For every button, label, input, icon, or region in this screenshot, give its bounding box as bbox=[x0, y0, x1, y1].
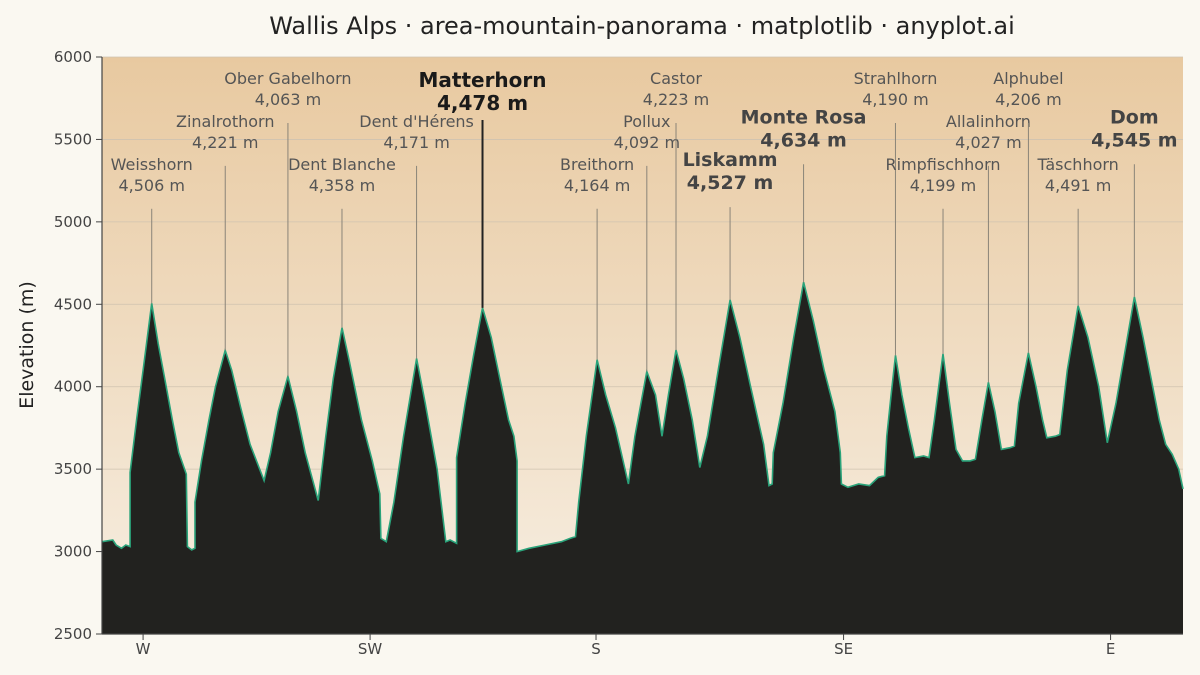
peak-elevation-label: 4,358 m bbox=[309, 176, 375, 195]
peak-annotation: 4,190 m Strahlhorn bbox=[854, 69, 938, 356]
peak-elevation-label: 4,506 m bbox=[118, 176, 184, 195]
x-tick-label: SW bbox=[358, 640, 383, 658]
peak-elevation-label: 4,634 m bbox=[760, 129, 847, 151]
peak-elevation-label: 4,063 m bbox=[255, 90, 321, 109]
peak-name-label: Breithorn bbox=[560, 155, 634, 174]
peak-annotation: 4,199 m Rimpfischhorn bbox=[886, 155, 1001, 354]
y-tick-label: 6000 bbox=[54, 48, 92, 66]
peak-annotation: 4,358 m Dent Blanche bbox=[288, 155, 396, 328]
peak-name-label: Zinalrothorn bbox=[176, 112, 274, 131]
peak-name-label: Pollux bbox=[623, 112, 670, 131]
peak-name-label: Weisshorn bbox=[111, 155, 193, 174]
peak-elevation-label: 4,027 m bbox=[955, 133, 1021, 152]
x-tick-label: S bbox=[591, 640, 601, 658]
peak-name-label: Dent Blanche bbox=[288, 155, 396, 174]
x-tick-label: W bbox=[136, 640, 151, 658]
peak-elevation-label: 4,491 m bbox=[1045, 176, 1111, 195]
peak-name-label: Monte Rosa bbox=[741, 106, 867, 128]
peak-elevation-label: 4,527 m bbox=[687, 172, 774, 194]
peak-annotation: 4,506 m Weisshorn bbox=[111, 155, 193, 304]
peak-annotation: 4,491 m Täschhorn bbox=[1036, 155, 1119, 306]
peak-elevation-label: 4,478 m bbox=[437, 91, 528, 115]
peak-elevation-label: 4,171 m bbox=[383, 133, 449, 152]
chart-title: Wallis Alps · area-mountain-panorama · m… bbox=[269, 12, 1015, 40]
peak-elevation-label: 4,190 m bbox=[862, 90, 928, 109]
peak-annotation: 4,223 m Castor bbox=[643, 69, 709, 350]
y-axis-label: Elevation (m) bbox=[16, 281, 38, 409]
peak-annotation: 4,171 m Dent d'Hérens bbox=[359, 112, 474, 359]
peak-annotation: 4,221 m Zinalrothorn bbox=[176, 112, 274, 351]
y-tick-label: 3000 bbox=[54, 543, 92, 561]
peak-elevation-label: 4,223 m bbox=[643, 90, 709, 109]
peak-annotation: 4,063 m Ober Gabelhorn bbox=[224, 69, 352, 377]
mountain-silhouette bbox=[102, 282, 1183, 634]
peak-name-label: Strahlhorn bbox=[854, 69, 938, 88]
peak-annotation: 4,164 m Breithorn bbox=[560, 155, 634, 360]
peak-name-label: Rimpfischhorn bbox=[886, 155, 1001, 174]
peak-elevation-label: 4,092 m bbox=[614, 133, 680, 152]
peak-name-label: Alphubel bbox=[993, 69, 1063, 88]
peak-name-label: Allalinhorn bbox=[946, 112, 1031, 131]
peak-annotation: 4,206 m Alphubel bbox=[993, 69, 1064, 353]
y-tick-label: 4000 bbox=[54, 378, 92, 396]
peak-name-label: Liskamm bbox=[683, 149, 778, 171]
x-tick-label: SE bbox=[834, 640, 853, 658]
y-tick-label: 2500 bbox=[54, 625, 92, 643]
peak-elevation-label: 4,545 m bbox=[1091, 129, 1178, 151]
peak-name-label: Castor bbox=[650, 69, 702, 88]
peak-elevation-label: 4,164 m bbox=[564, 176, 630, 195]
peak-annotation: 4,092 m Pollux bbox=[614, 112, 680, 372]
axes: 2500 3000 3500 4000 4500 5000 5500 6000 W SW S SE E bbox=[54, 48, 1183, 658]
peak-annotation: 4,027 m Allalinhorn bbox=[946, 112, 1031, 383]
peak-name-label: Matterhorn bbox=[418, 68, 546, 92]
peak-elevation-label: 4,199 m bbox=[910, 176, 976, 195]
peak-name-label: Dom bbox=[1110, 106, 1159, 128]
y-tick-label: 5000 bbox=[54, 213, 92, 231]
peak-name-label: Täschhorn bbox=[1036, 155, 1118, 174]
peak-name-label: Ober Gabelhorn bbox=[224, 69, 351, 88]
peak-elevation-label: 4,221 m bbox=[192, 133, 258, 152]
peak-name-label: Dent d'Hérens bbox=[359, 112, 474, 131]
y-tick-label: 5500 bbox=[54, 130, 92, 148]
peak-elevation-label: 4,206 m bbox=[995, 90, 1061, 109]
y-tick-label: 3500 bbox=[54, 460, 92, 478]
y-tick-label: 4500 bbox=[54, 295, 92, 313]
x-tick-label: E bbox=[1106, 640, 1115, 658]
